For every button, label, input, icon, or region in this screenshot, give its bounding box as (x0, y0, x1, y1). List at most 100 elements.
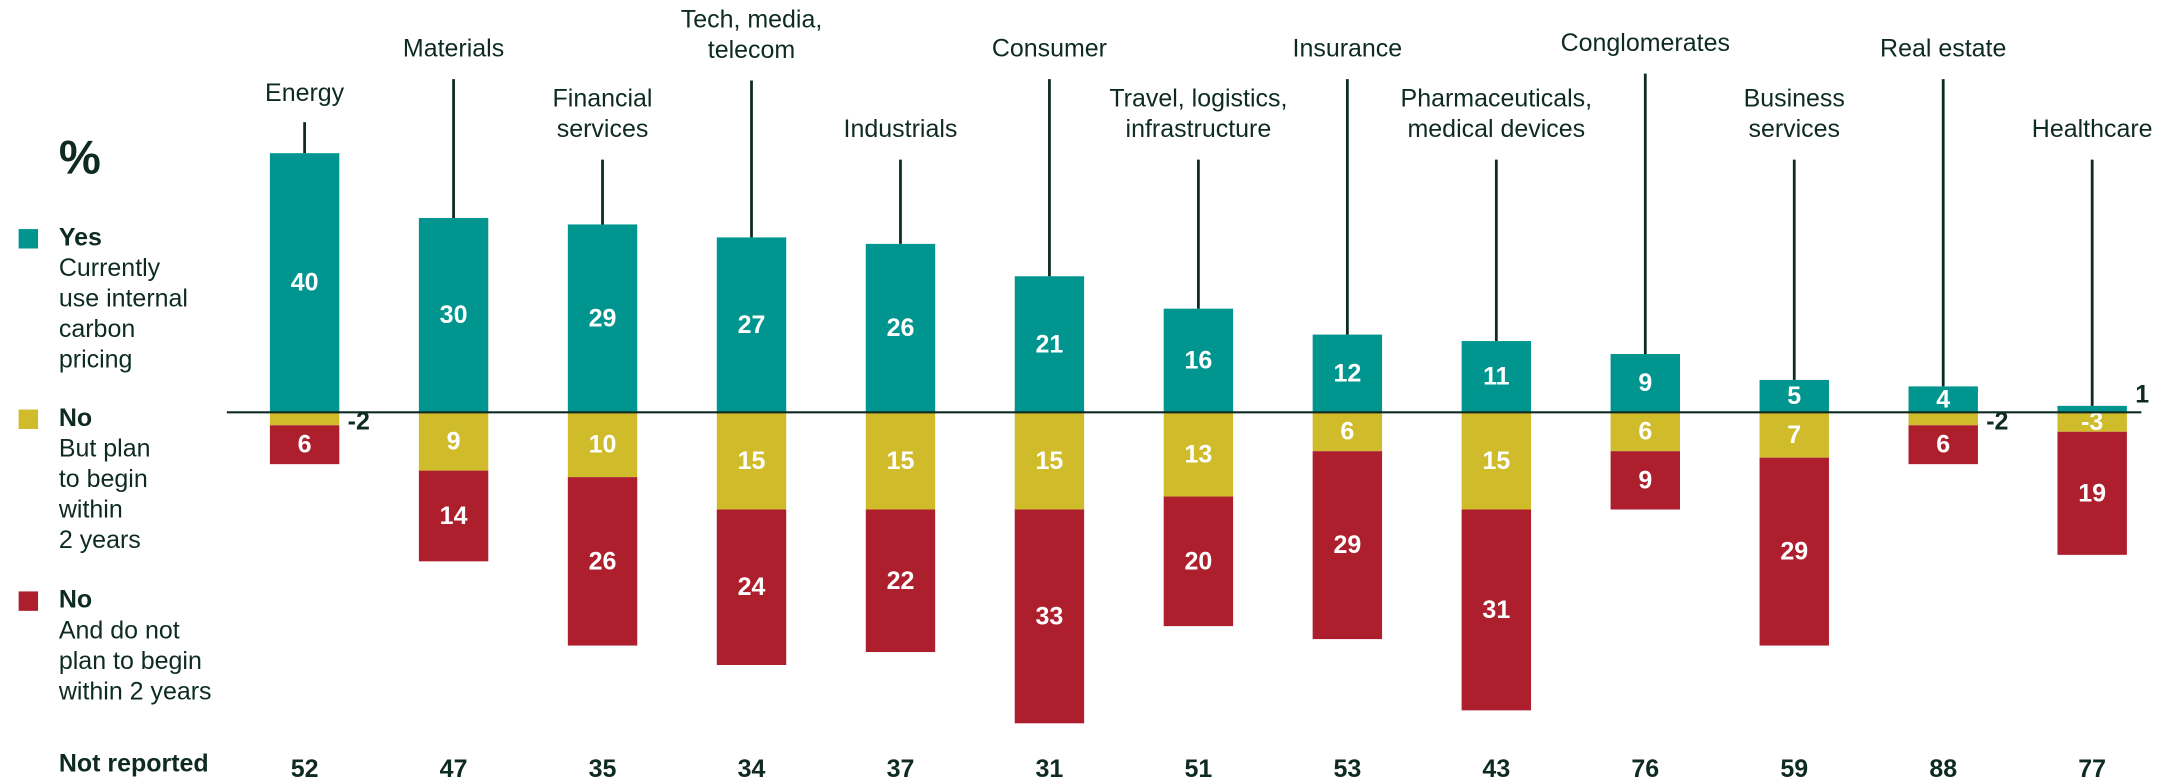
bar-segment (1759, 457, 1829, 646)
value-label: 16 (1185, 346, 1213, 374)
category-label: Materials (403, 35, 504, 63)
bar-segment (1610, 412, 1680, 452)
not-reported-value: 34 (738, 755, 766, 783)
category-label: Energy (265, 79, 345, 107)
value-label: 40 (291, 269, 319, 297)
bar-segment (269, 412, 340, 426)
legend-description: use internal (59, 284, 188, 312)
bar-segment (567, 412, 638, 478)
bar-segment (567, 477, 638, 646)
category-label: services (557, 115, 649, 143)
value-label: 15 (1482, 447, 1510, 475)
value-label: 27 (738, 311, 766, 339)
category-label: Financial (553, 85, 653, 113)
category-label: Consumer (992, 35, 1107, 63)
value-label: 9 (447, 427, 461, 455)
legend-description: within 2 years (58, 677, 212, 705)
value-label: 22 (887, 567, 915, 595)
bar-segment (1163, 412, 1234, 497)
value-label: 24 (738, 573, 766, 601)
value-label: 29 (589, 304, 617, 332)
category-label: Healthcare (2032, 115, 2153, 143)
not-reported-value: 53 (1333, 755, 1361, 783)
category-label: Industrials (844, 115, 958, 143)
bar-segment (1014, 412, 1085, 510)
bar-segment (716, 237, 787, 413)
bar-segment (1312, 334, 1383, 413)
unit-label: % (59, 132, 101, 185)
bar-segment (1461, 341, 1532, 413)
legend-description: to begin (59, 465, 148, 493)
category-label: Conglomerates (1561, 29, 1730, 57)
not-reported-value: 51 (1185, 755, 1213, 783)
value-label: 7 (1787, 421, 1801, 449)
legend-description: 2 years (59, 526, 141, 554)
category-label: services (1748, 115, 1840, 143)
legend-description: within (58, 495, 123, 523)
bar-segment (1759, 412, 1829, 458)
not-reported-value: 59 (1780, 755, 1808, 783)
legend-swatch (18, 229, 39, 249)
not-reported-value: 47 (440, 755, 468, 783)
bar-segment (1908, 386, 1978, 413)
value-label: 6 (1936, 431, 1950, 459)
category-label: infrastructure (1126, 115, 1272, 143)
legend-swatch (18, 591, 39, 611)
value-label: 6 (1638, 418, 1652, 446)
not-reported-value: 35 (589, 755, 617, 783)
not-reported-value: 76 (1631, 755, 1659, 783)
bar-segment (1163, 496, 1234, 627)
legend-description: pricing (59, 346, 133, 374)
value-label: 11 (1483, 363, 1510, 391)
bar-segment (418, 217, 489, 413)
value-label: 15 (1036, 447, 1064, 475)
value-label: 1 (2135, 381, 2149, 409)
bar-segment (1610, 354, 1680, 413)
value-label: 26 (589, 547, 617, 575)
not-reported-value: 77 (2078, 755, 2106, 783)
bar-segment (418, 470, 489, 562)
value-label: 33 (1036, 602, 1064, 630)
value-label: 30 (440, 301, 468, 329)
not-reported-value: 31 (1036, 755, 1064, 783)
category-label: medical devices (1408, 115, 1586, 143)
value-label: 14 (440, 502, 468, 530)
legend-description: plan to begin (59, 647, 202, 675)
bar-segment (269, 153, 340, 413)
not-reported-value: 88 (1929, 755, 1957, 783)
bar-segment (716, 509, 787, 665)
value-label: 26 (887, 314, 915, 342)
value-label: 9 (1638, 369, 1652, 397)
bar-segment (2057, 405, 2127, 413)
value-label: 10 (589, 431, 617, 459)
bar-segment (567, 224, 638, 413)
legend-description: Currently (59, 254, 161, 282)
bar-segment (865, 243, 936, 413)
not-reported-value: 52 (291, 755, 319, 783)
legend-description: But plan (59, 434, 151, 462)
value-label: 4 (1936, 385, 1950, 413)
category-label: Travel, logistics, (1109, 85, 1287, 113)
legend-swatch (18, 409, 39, 429)
legend-label: No (59, 404, 92, 432)
value-label: -2 (348, 408, 370, 436)
value-label: 19 (2078, 479, 2106, 507)
bar-segment (1312, 451, 1383, 640)
value-label: 6 (298, 431, 312, 459)
category-label: Pharmaceuticals, (1401, 85, 1593, 113)
value-label: 29 (1780, 538, 1808, 566)
not-reported-value: 37 (887, 755, 915, 783)
category-label: Insurance (1293, 35, 1403, 63)
value-label: 9 (1638, 466, 1652, 494)
not-reported-value: 43 (1482, 755, 1510, 783)
value-label: 21 (1036, 330, 1064, 358)
bar-segment (1014, 509, 1085, 724)
bar-segment (269, 425, 340, 465)
not-reported-label: Not reported (59, 750, 209, 778)
value-label: 29 (1333, 531, 1361, 559)
bar-segment (1163, 308, 1234, 413)
bar-segment (1908, 425, 1978, 465)
category-label: telecom (708, 36, 795, 64)
value-label: 20 (1185, 547, 1213, 575)
bar-segment (1014, 276, 1085, 413)
